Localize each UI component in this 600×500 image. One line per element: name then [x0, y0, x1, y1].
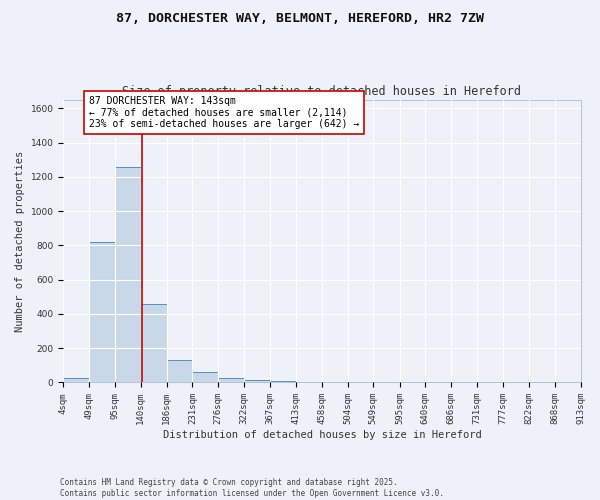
Text: 87, DORCHESTER WAY, BELMONT, HEREFORD, HR2 7ZW: 87, DORCHESTER WAY, BELMONT, HEREFORD, H…	[116, 12, 484, 26]
Bar	[193, 372, 218, 382]
Title: Size of property relative to detached houses in Hereford: Size of property relative to detached ho…	[122, 86, 521, 98]
Bar	[63, 378, 89, 382]
Bar	[140, 304, 167, 382]
Bar	[270, 381, 296, 382]
Bar	[167, 360, 193, 382]
Text: 87 DORCHESTER WAY: 143sqm
← 77% of detached houses are smaller (2,114)
23% of se: 87 DORCHESTER WAY: 143sqm ← 77% of detac…	[89, 96, 359, 129]
Bar	[89, 242, 115, 382]
Bar	[244, 380, 270, 382]
Bar	[218, 378, 244, 382]
X-axis label: Distribution of detached houses by size in Hereford: Distribution of detached houses by size …	[163, 430, 481, 440]
Y-axis label: Number of detached properties: Number of detached properties	[15, 150, 25, 332]
Bar	[115, 166, 140, 382]
Text: Contains HM Land Registry data © Crown copyright and database right 2025.
Contai: Contains HM Land Registry data © Crown c…	[60, 478, 444, 498]
